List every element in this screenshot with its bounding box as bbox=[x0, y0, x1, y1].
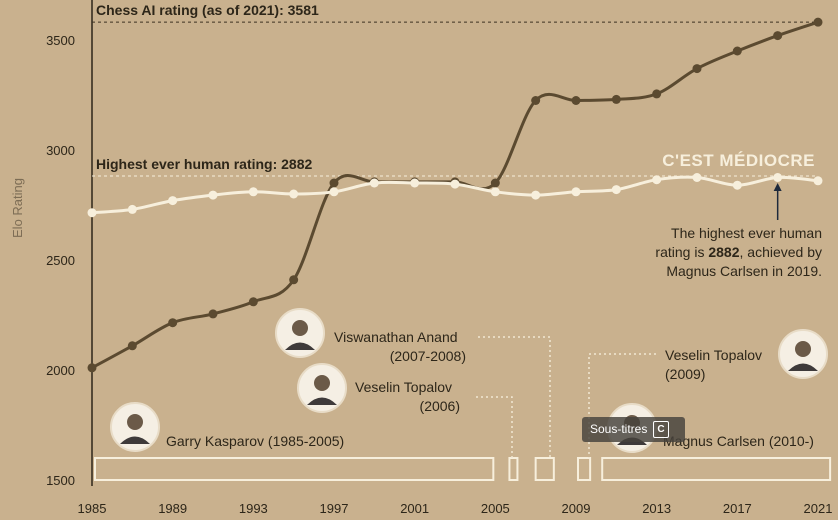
avatar-body bbox=[788, 363, 818, 371]
data-point bbox=[773, 173, 783, 182]
data-point bbox=[369, 178, 379, 188]
timeline-bracket bbox=[601, 457, 832, 481]
data-point bbox=[168, 318, 178, 328]
data-point bbox=[329, 187, 339, 197]
connector-topalov-2006 bbox=[476, 396, 513, 458]
note-part: , achieved by bbox=[740, 244, 823, 260]
player-label-carlsen: Magnus Carlsen (2010-) bbox=[663, 433, 814, 449]
data-point bbox=[773, 31, 783, 41]
kasparov-avatar bbox=[110, 402, 160, 452]
avatar-body bbox=[285, 342, 315, 350]
x-tick-label: 2009 bbox=[562, 501, 591, 516]
data-point bbox=[732, 180, 742, 190]
data-point bbox=[87, 363, 97, 373]
anand-avatar bbox=[275, 308, 325, 358]
y-tick-label: 3000 bbox=[46, 143, 75, 158]
topalov-2006-avatar bbox=[297, 363, 347, 413]
avatar-head bbox=[292, 320, 308, 336]
timeline-bracket bbox=[94, 457, 495, 481]
avatar-body bbox=[307, 397, 337, 405]
data-point bbox=[248, 297, 258, 307]
data-point bbox=[531, 190, 541, 200]
data-point bbox=[692, 64, 702, 74]
data-point bbox=[571, 96, 581, 105]
data-point bbox=[652, 175, 662, 185]
player-label-topalov-2006: Veselin Topalov bbox=[355, 379, 452, 395]
data-point bbox=[168, 196, 178, 206]
player-years-topalov-2006: (2006) bbox=[420, 398, 460, 414]
topalov-2009-avatar bbox=[778, 329, 828, 379]
y-tick-label: 2000 bbox=[46, 363, 75, 378]
data-point bbox=[248, 187, 258, 197]
y-tick-label: 1500 bbox=[46, 473, 75, 488]
player-label-kasparov: Garry Kasparov (1985-2005) bbox=[166, 433, 344, 449]
player-years-anand: (2007-2008) bbox=[390, 348, 466, 364]
reference-line-label: Highest ever human rating: 2882 bbox=[96, 156, 313, 172]
y-tick-label: 3500 bbox=[46, 33, 75, 48]
avatar-head bbox=[795, 341, 811, 357]
note-arrow-head bbox=[773, 183, 782, 191]
data-point bbox=[611, 94, 621, 104]
note-part: rating is bbox=[655, 244, 708, 260]
data-point bbox=[410, 178, 420, 188]
player-label-anand: Viswanathan Anand bbox=[334, 329, 458, 345]
data-point bbox=[571, 187, 581, 197]
x-tick-label: 2013 bbox=[642, 501, 671, 516]
data-point bbox=[127, 204, 137, 214]
timeline-bracket bbox=[534, 457, 555, 481]
note-line-2: rating is 2882, achieved by bbox=[655, 244, 822, 260]
note-line-1: The highest ever human bbox=[671, 225, 822, 241]
overlay-caption: C'EST MÉDIOCRE bbox=[662, 151, 815, 170]
x-tick-label: 2001 bbox=[400, 501, 429, 516]
x-tick-label: 1989 bbox=[158, 501, 187, 516]
data-point bbox=[531, 96, 541, 105]
data-point bbox=[208, 190, 218, 200]
avatar-head bbox=[314, 375, 330, 391]
x-tick-label: 1993 bbox=[239, 501, 268, 516]
reference-line-label: Chess AI rating (as of 2021): 3581 bbox=[96, 2, 319, 18]
player-label-topalov-2009: Veselin Topalov bbox=[665, 347, 762, 363]
data-point bbox=[450, 179, 460, 189]
timeline-bracket bbox=[508, 457, 519, 481]
avatar-body bbox=[120, 436, 150, 444]
player-years-topalov-2009: (2009) bbox=[665, 366, 705, 382]
connector-anand bbox=[478, 336, 551, 458]
data-point bbox=[490, 178, 500, 188]
y-axis-label: Elo Rating bbox=[10, 178, 25, 238]
note-value: 2882 bbox=[708, 244, 739, 260]
data-point bbox=[813, 176, 823, 186]
x-tick-label: 1997 bbox=[320, 501, 349, 516]
data-point bbox=[87, 208, 97, 218]
data-point bbox=[329, 178, 339, 188]
x-tick-label: 2017 bbox=[723, 501, 752, 516]
avatar-head bbox=[127, 414, 143, 430]
data-point bbox=[732, 46, 742, 56]
subtitles-label: Sous-titres bbox=[590, 422, 648, 436]
data-point bbox=[289, 189, 299, 199]
data-point bbox=[127, 341, 137, 351]
note-line-3: Magnus Carlsen in 2019. bbox=[666, 263, 822, 279]
data-point bbox=[208, 309, 218, 319]
data-point bbox=[652, 89, 662, 99]
y-tick-label: 2500 bbox=[46, 253, 75, 268]
x-tick-label: 2005 bbox=[481, 501, 510, 516]
x-tick-label: 2021 bbox=[804, 501, 833, 516]
data-point bbox=[692, 173, 702, 182]
data-point bbox=[611, 185, 621, 195]
x-tick-label: 1985 bbox=[78, 501, 107, 516]
subtitles-button[interactable]: Sous-titres C bbox=[582, 417, 685, 442]
timeline-bracket bbox=[577, 457, 592, 481]
data-point bbox=[490, 187, 500, 197]
cc-icon: C bbox=[653, 421, 669, 438]
data-point bbox=[289, 275, 299, 285]
data-point bbox=[813, 17, 823, 27]
